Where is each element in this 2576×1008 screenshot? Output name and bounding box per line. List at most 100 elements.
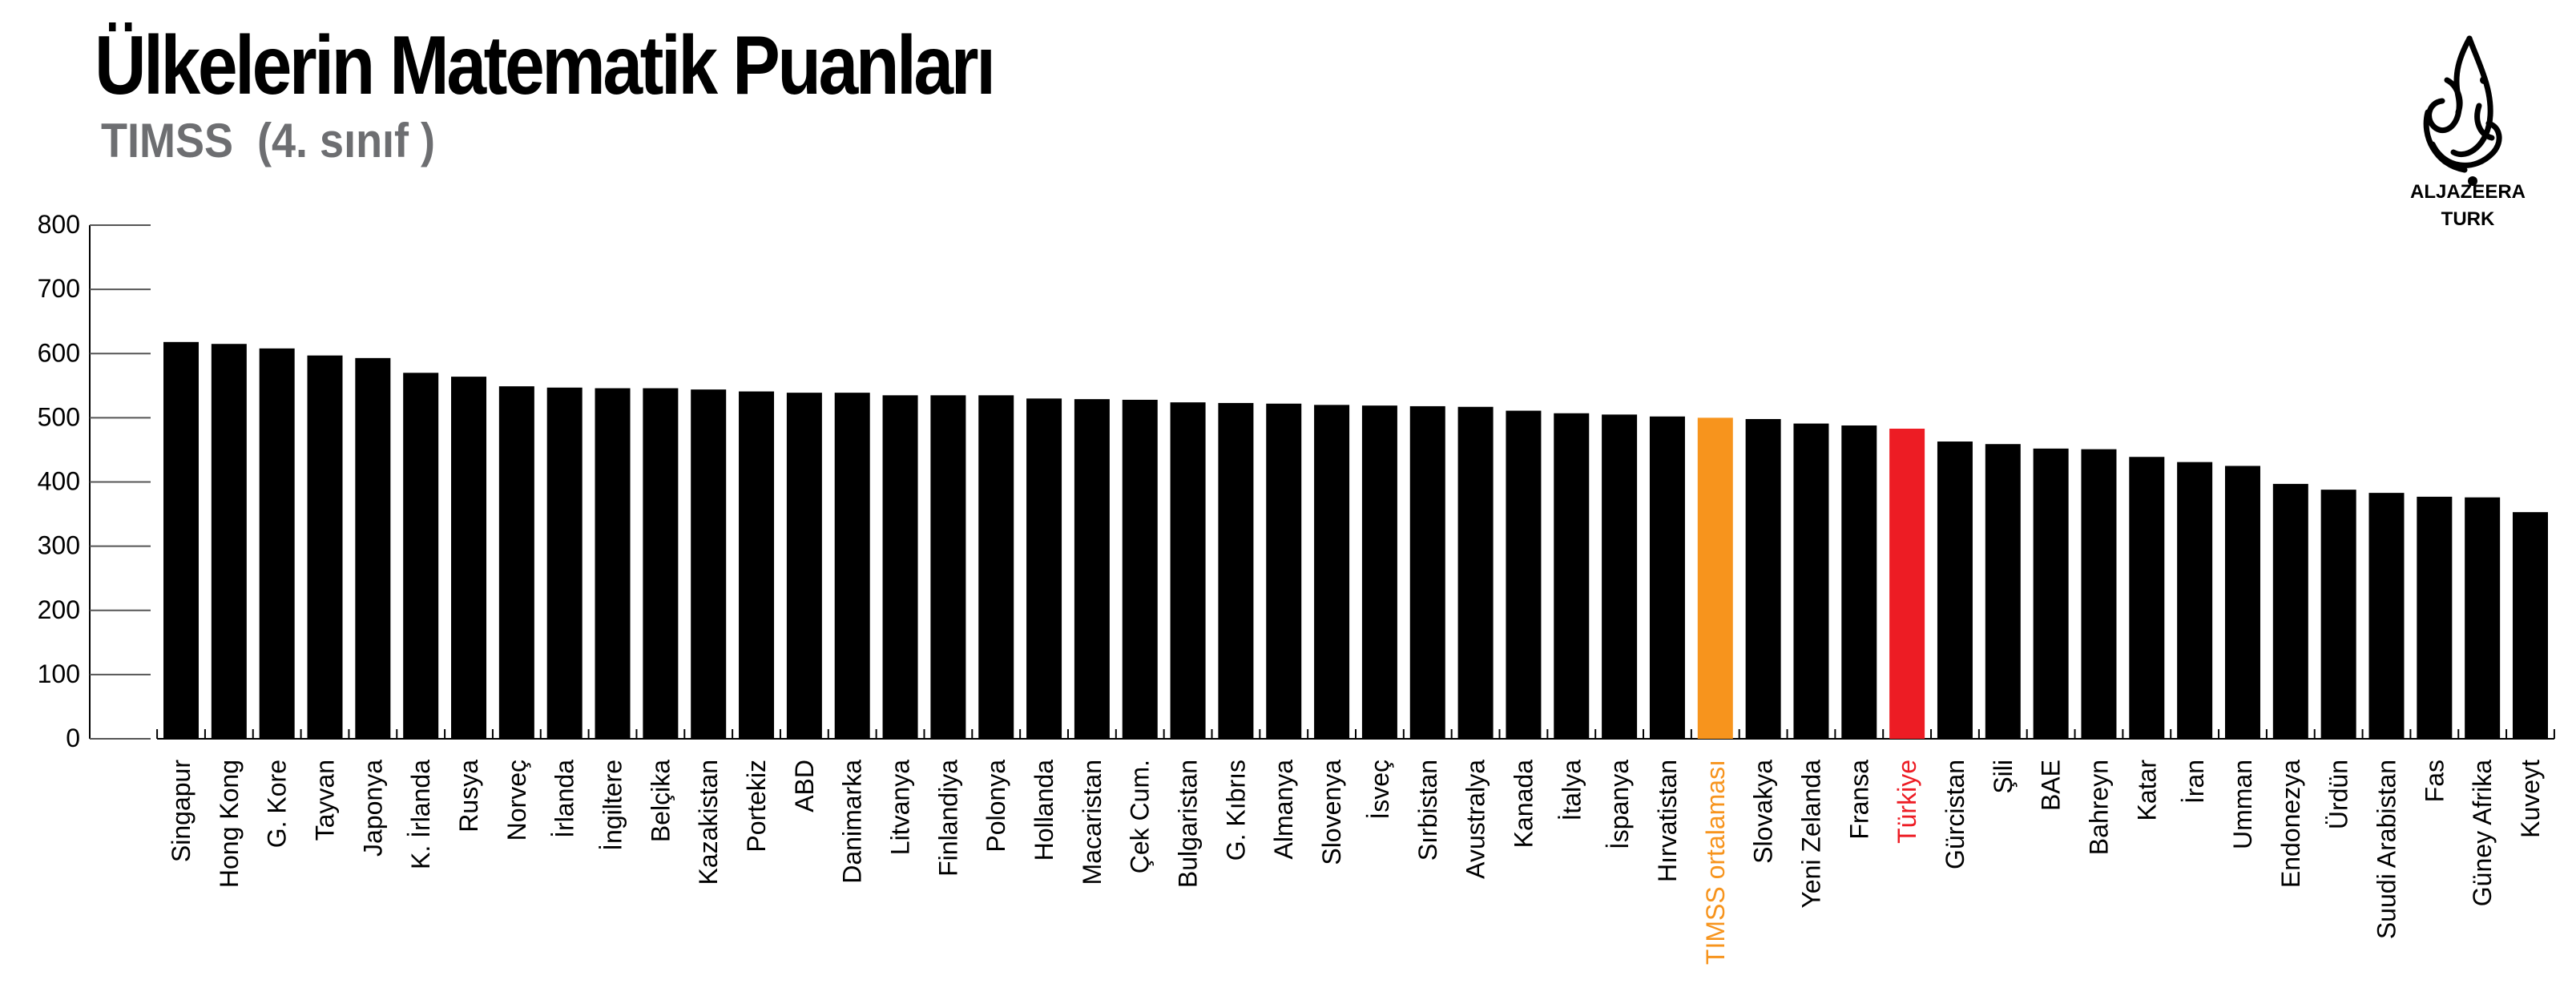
x-tick-label: İtalya [1557, 760, 1586, 821]
x-tick-label: Portekiz [742, 760, 771, 853]
x-tick-label: Almanya [1269, 760, 1298, 860]
y-tick-label: 300 [38, 531, 80, 560]
bar [1985, 444, 2021, 739]
x-tick-label: Polonya [982, 760, 1010, 853]
bar [211, 344, 247, 739]
bar [2417, 496, 2453, 739]
y-tick-label: 200 [38, 595, 80, 624]
bar [1745, 418, 1781, 739]
x-tick-label: İsveç [1365, 760, 1394, 820]
x-tick-label: Singapur [167, 760, 196, 862]
bar [978, 395, 1014, 739]
x-tick-label: Slovenya [1317, 760, 1346, 865]
x-tick-label: Avustralya [1461, 760, 1490, 879]
bar [307, 355, 343, 739]
bar [930, 395, 966, 739]
bar [1649, 416, 1685, 739]
bar [2272, 483, 2308, 739]
x-tick-label: İrlanda [550, 760, 579, 838]
bar [498, 386, 534, 739]
bar [1457, 406, 1494, 739]
x-tick-label: Kanada [1509, 760, 1538, 849]
y-tick-label: 400 [38, 467, 80, 496]
bar [691, 389, 727, 739]
bar [834, 393, 870, 739]
x-tick-label: Ürdün [2324, 760, 2353, 829]
y-tick-label: 0 [66, 724, 80, 752]
x-tick-label: İspanya [1605, 760, 1634, 849]
x-tick-label: G. Kore [263, 760, 292, 848]
x-tick-label: Sırbistan [1413, 760, 1442, 861]
x-tick-label: Macaristan [1078, 760, 1107, 885]
x-tick-label: Suudi Arabistan [2372, 760, 2401, 939]
y-tick-label: 800 [38, 210, 80, 239]
bar [1409, 405, 1445, 739]
bar [403, 373, 439, 739]
bar [1314, 405, 1350, 739]
y-tick-label: 500 [38, 402, 80, 431]
x-tick-label: Fas [2420, 760, 2449, 802]
x-tick-label: K. İrlanda [406, 760, 435, 869]
x-tick-label: Türkiye [1893, 760, 1921, 844]
x-tick-label: İngiltere [599, 760, 627, 851]
bar [1937, 442, 1973, 739]
x-tick-label: Finlandiya [933, 760, 962, 877]
bar [163, 341, 199, 739]
logo-sub: TURK [2441, 208, 2495, 230]
bar [546, 387, 583, 739]
bar [2129, 457, 2165, 739]
y-tick-label: 700 [38, 274, 80, 303]
bar [1793, 423, 1829, 739]
chart-title: Ülkelerin Matematik Puanları [95, 19, 996, 112]
x-tick-label: Tayvan [311, 760, 340, 841]
bar [1074, 399, 1110, 739]
x-tick-label: Umman [2228, 760, 2257, 849]
aljazeera-calligraphy-icon [2423, 35, 2502, 186]
bar [1554, 413, 1590, 739]
bar [1218, 402, 1254, 739]
x-tick-label: Slovakya [1749, 760, 1778, 864]
bar [355, 357, 391, 739]
bar [1602, 414, 1638, 739]
bar [2513, 512, 2548, 739]
x-tick-label: G. Kıbrıs [1221, 760, 1250, 861]
logo-name: ALJAZEERA [2409, 181, 2526, 203]
x-tick-label: Danimarka [838, 760, 867, 884]
x-tick-label: ABD [790, 760, 819, 812]
x-tick-label: Kuveyt [2516, 760, 2545, 838]
bar [643, 388, 679, 739]
x-tick-label: Kazakistan [694, 760, 723, 885]
x-tick-label: Güney Afrika [2468, 760, 2497, 906]
bar [2465, 497, 2501, 739]
bar [451, 377, 487, 739]
chart-subtitle: TIMSS (4. sınıf ) [101, 114, 436, 167]
bar [1841, 425, 1877, 739]
bar [2033, 448, 2069, 739]
y-tick-label: 600 [38, 338, 80, 367]
x-tick-label: Hong Kong [215, 760, 244, 888]
x-tick-label: Endonezya [2276, 760, 2305, 888]
bar [1889, 428, 1925, 739]
x-tick-label: Belçika [646, 760, 675, 842]
x-tick-label: Şili [1989, 760, 2018, 794]
x-tick-label: BAE [2037, 760, 2066, 811]
bar [739, 391, 775, 739]
bar [2081, 449, 2117, 739]
bar [259, 348, 295, 739]
x-tick-label: Çek Cum. [1126, 760, 1155, 873]
x-tick-label: Hırvatistan [1653, 760, 1682, 882]
bar [2320, 490, 2356, 739]
bar [595, 388, 631, 739]
x-tick-label: Bulgaristan [1174, 760, 1203, 888]
bar [2368, 493, 2405, 739]
y-tick-label: 100 [38, 659, 80, 688]
x-tick-label: Japonya [358, 760, 387, 857]
x-tick-label: Norveç [502, 760, 531, 841]
x-tick-label: Rusya [454, 760, 483, 833]
x-tick-label: Gürcistan [1941, 760, 1969, 869]
bar [1122, 399, 1158, 739]
x-tick-label: Katar [2132, 760, 2161, 821]
x-tick-label: TIMSS ortalaması [1701, 760, 1730, 965]
bar [1361, 405, 1397, 739]
